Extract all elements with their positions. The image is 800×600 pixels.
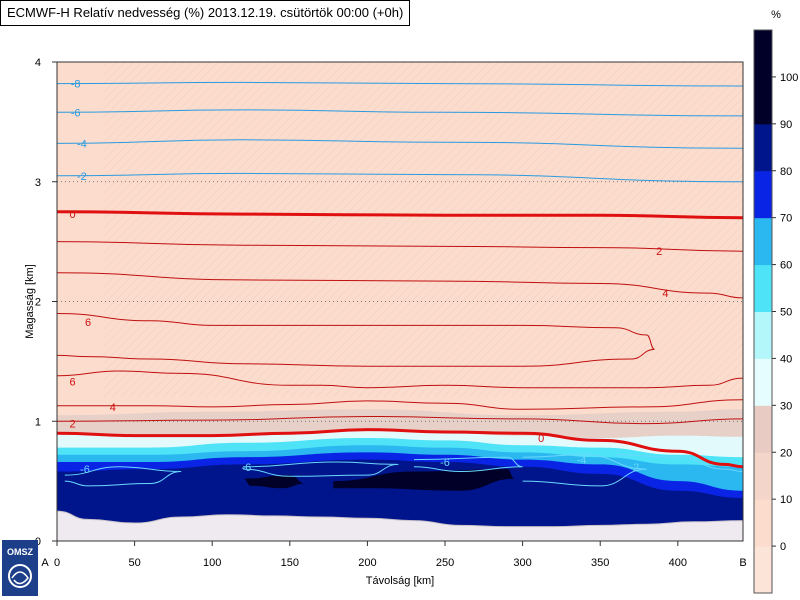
isotherm-2-10 — [57, 415, 743, 425]
plot-area: -8 -6 -4 -2 0 2 4 6 6 4 2 0 -6 -6 -6 -4 -2 — [57, 62, 743, 541]
colorbar-swatch-6 — [754, 264, 772, 312]
ytick-label-2: 2 — [35, 297, 41, 309]
isotherm-label-15: -4 — [577, 455, 587, 467]
ytick-label-1: 1 — [35, 416, 41, 428]
isotherm-4-6 — [57, 272, 743, 299]
isotherm--6-12 — [64, 466, 182, 487]
isotherm-0-11 — [57, 428, 743, 469]
isotherm-label-13: -6 — [241, 462, 251, 474]
colorbar-swatch-4 — [754, 358, 772, 406]
colorbar-swatch-8 — [754, 170, 772, 219]
isotherm--6-13 — [243, 461, 399, 477]
colorbar-swatch-5 — [754, 311, 772, 359]
colorbar-label-8: 80 — [780, 166, 792, 178]
logo-text: OMSZ — [7, 547, 34, 557]
xtick-label-150: 150 — [281, 557, 299, 569]
isotherm--6-14 — [413, 456, 523, 473]
omsz-logo: OMSZ — [2, 540, 38, 596]
isotherm-label-10: 2 — [69, 419, 75, 431]
colorbar-label-4: 40 — [780, 353, 792, 365]
rh-core-1 — [333, 469, 515, 491]
xtick-label-100: 100 — [203, 557, 221, 569]
isotherm-label-6: 4 — [662, 288, 668, 300]
colorbar-label-0: 0 — [780, 541, 786, 553]
xtick-label-0: 0 — [54, 557, 60, 569]
ytick-label-3: 3 — [35, 177, 41, 189]
isotherm-label-5: 2 — [656, 246, 662, 258]
isotherm-6-7 — [57, 313, 655, 367]
hatched-rh-zone — [103, 62, 743, 398]
colorbar-label-5: 50 — [780, 307, 792, 319]
colorbar-swatch-10 — [754, 76, 772, 125]
isotherm--4-15 — [522, 454, 647, 487]
y-axis-label: Magasság [km] — [24, 264, 36, 339]
colorbar-swatch-2 — [754, 452, 772, 500]
colorbar-label-10: 100 — [780, 72, 798, 84]
isotherm--2-16 — [615, 454, 743, 472]
xtick-label-200: 200 — [358, 557, 376, 569]
logo-wave-icon — [11, 571, 29, 585]
isotherm-6-8 — [57, 370, 743, 389]
ytick-label-4: 4 — [35, 57, 41, 69]
terrain — [57, 510, 743, 541]
colorbar-swatch-7 — [754, 217, 772, 266]
colorbar-label-6: 60 — [780, 260, 792, 272]
colorbar-swatch-9 — [754, 123, 772, 172]
logo-swirl-icon — [8, 564, 32, 588]
colorbar-swatch-3 — [754, 405, 772, 453]
colorbar: 0 10 20 30 40 50 60 70 80 90 100% — [753, 9, 798, 594]
isotherm--6-1 — [57, 109, 743, 117]
xtick-label-50: 50 — [128, 557, 140, 569]
isotherm-0-4 — [57, 210, 743, 220]
colorbar-swatch-0 — [754, 546, 772, 594]
x-axis-label: Távolság [km] — [366, 575, 434, 587]
colorbar-label-9: 90 — [780, 119, 792, 131]
isotherm-label-2: -4 — [77, 138, 87, 150]
isotherm--8-0 — [57, 81, 743, 87]
isotherm-4-9 — [57, 399, 743, 410]
isotherm-label-14: -6 — [440, 457, 450, 469]
isotherm-label-4: 0 — [69, 209, 75, 221]
colorbar-label-1: 10 — [780, 494, 792, 506]
isotherm--4-2 — [57, 139, 743, 149]
isotherm-label-16: -2 — [629, 462, 639, 474]
isotherm-label-0: -8 — [71, 79, 81, 91]
isotherm--2-3 — [57, 172, 743, 183]
endpoint-label-end: B — [739, 557, 746, 569]
rh-core-0 — [243, 475, 306, 489]
colorbar-swatch-1 — [754, 499, 772, 547]
isotherm-label-1: -6 — [71, 107, 81, 119]
isotherm-label-11: 0 — [538, 433, 544, 445]
isotherm-label-3: -2 — [77, 171, 87, 183]
xtick-label-300: 300 — [513, 557, 531, 569]
xtick-label-350: 350 — [591, 557, 609, 569]
chart-title: ECMWF-H Relatív nedvesség (%) 2013.12.19… — [0, 0, 411, 26]
xtick-label-400: 400 — [669, 557, 687, 569]
endpoint-label-start: A — [41, 557, 49, 569]
colorbar-label-7: 70 — [780, 213, 792, 225]
colorbar-unit: % — [771, 9, 781, 21]
colorbar-label-3: 30 — [780, 400, 792, 412]
isotherm-label-8: 6 — [69, 377, 75, 389]
xtick-label-250: 250 — [436, 557, 454, 569]
colorbar-swatch-11 — [754, 30, 772, 78]
isotherm-label-9: 4 — [110, 402, 116, 414]
colorbar-label-2: 20 — [780, 447, 792, 459]
isotherm-2-5 — [57, 241, 743, 252]
isotherm-label-12: -6 — [80, 464, 90, 476]
isotherm-label-7: 6 — [85, 317, 91, 329]
